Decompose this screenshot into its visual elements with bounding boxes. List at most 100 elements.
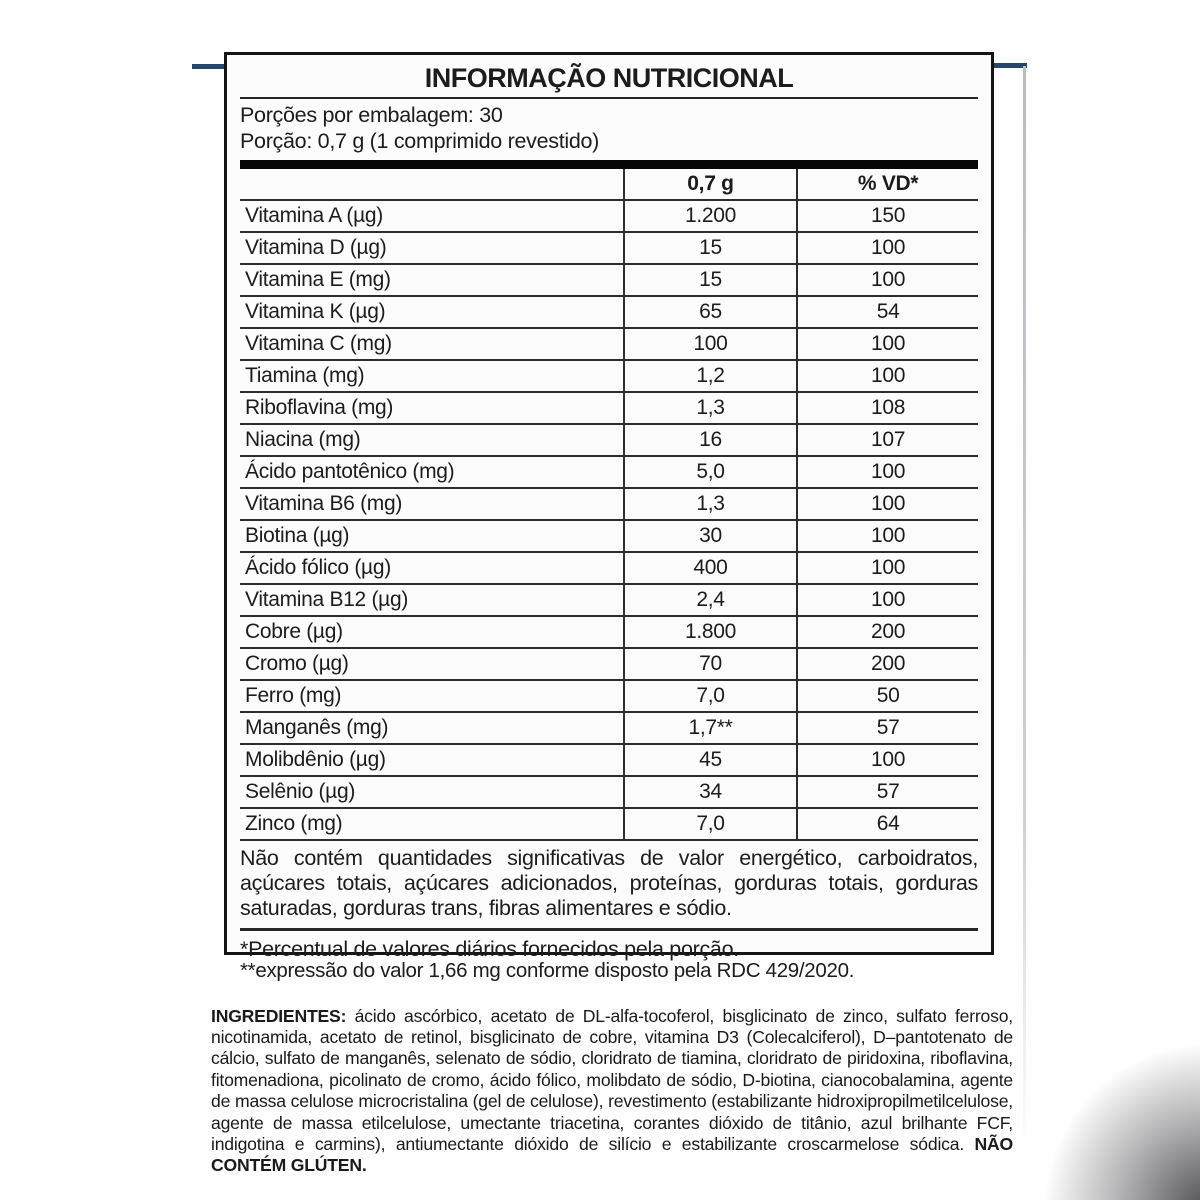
header-daily-value: % VD* — [796, 169, 978, 200]
nutrient-amount: 70 — [622, 647, 798, 680]
nutrition-facts-panel: INFORMAÇÃO NUTRICIONAL Porções por embal… — [224, 52, 994, 961]
nutrient-daily-value: 100 — [796, 583, 978, 616]
nutrient-amount: 15 — [622, 263, 798, 296]
header-nutrient — [240, 169, 624, 200]
package-accent-line-left — [192, 64, 225, 69]
nutrient-daily-value: 100 — [796, 263, 978, 296]
table-row: Ácido fólico (µg) 400 100 — [240, 551, 978, 584]
table-row: Vitamina D (µg) 15 100 — [240, 231, 978, 264]
rdc-footnote: **expressão do valor 1,66 mg conforme di… — [240, 959, 855, 982]
table-row: Vitamina K (µg) 65 54 — [240, 295, 978, 328]
thick-divider-bar — [240, 160, 978, 169]
table-header-row: 0,7 g % VD* — [240, 169, 978, 200]
table-row: Molibdênio (µg) 45 100 — [240, 743, 978, 776]
portion-size: Porção: 0,7 g (1 comprimido revestido) — [240, 129, 600, 153]
nutrient-amount: 1.200 — [622, 199, 798, 232]
daily-value-note: *Percentual de valores diários fornecido… — [240, 928, 978, 961]
nutrient-daily-value: 100 — [796, 743, 978, 776]
nutrient-amount: 1.800 — [622, 615, 798, 648]
nutrient-name: Riboflavina (mg) — [240, 391, 624, 424]
nutrient-name: Vitamina A (µg) — [240, 199, 624, 232]
nutrient-daily-value: 100 — [796, 487, 978, 520]
nutrient-name: Manganês (mg) — [240, 711, 624, 744]
nutrient-name: Niacina (mg) — [240, 423, 624, 456]
nutrient-name: Vitamina D (µg) — [240, 231, 624, 264]
nutrient-daily-value: 100 — [796, 231, 978, 264]
nutrient-daily-value: 108 — [796, 391, 978, 424]
table-row: Ferro (mg) 7,0 50 — [240, 679, 978, 712]
nutrient-amount: 100 — [622, 327, 798, 360]
table-row: Niacina (mg) 16 107 — [240, 423, 978, 456]
nutrient-name: Ácido pantotênico (mg) — [240, 455, 624, 488]
nutrient-name: Ferro (mg) — [240, 679, 624, 712]
nutrient-daily-value: 100 — [796, 551, 978, 584]
nutrient-amount: 65 — [622, 295, 798, 328]
nutrient-daily-value: 100 — [796, 455, 978, 488]
table-row: Vitamina A (µg) 1.200 150 — [240, 199, 978, 232]
ingredients-label: INGREDIENTES: — [211, 1005, 347, 1026]
nutrient-name: Zinco (mg) — [240, 807, 624, 839]
table-row: Cobre (µg) 1.800 200 — [240, 615, 978, 648]
table-row: Manganês (mg) 1,7** 57 — [240, 711, 978, 744]
nutrient-daily-value: 54 — [796, 295, 978, 328]
table-row: Vitamina E (mg) 15 100 — [240, 263, 978, 296]
table-row: Selênio (µg) 34 57 — [240, 775, 978, 808]
nutrient-amount: 400 — [622, 551, 798, 584]
nutrient-daily-value: 200 — [796, 615, 978, 648]
nutrient-daily-value: 57 — [796, 711, 978, 744]
nutrient-amount: 16 — [622, 423, 798, 456]
nutrient-name: Vitamina B12 (µg) — [240, 583, 624, 616]
table-row: Ácido pantotênico (mg) 5,0 100 — [240, 455, 978, 488]
table-row: Vitamina C (mg) 100 100 — [240, 327, 978, 360]
nutrient-amount: 15 — [622, 231, 798, 264]
nutrient-name: Vitamina B6 (mg) — [240, 487, 624, 520]
nutrient-name: Tiamina (mg) — [240, 359, 624, 392]
nutrient-name: Cromo (µg) — [240, 647, 624, 680]
nutrient-name: Vitamina C (mg) — [240, 327, 624, 360]
nutrient-amount: 7,0 — [622, 807, 798, 839]
nutrient-amount: 1,7** — [622, 711, 798, 744]
nutrient-amount: 1,3 — [622, 487, 798, 520]
table-row: Cromo (µg) 70 200 — [240, 647, 978, 680]
nutrient-daily-value: 57 — [796, 775, 978, 808]
nutrient-daily-value: 50 — [796, 679, 978, 712]
nutrient-amount: 5,0 — [622, 455, 798, 488]
nutrient-daily-value: 107 — [796, 423, 978, 456]
panel-title: INFORMAÇÃO NUTRICIONAL — [424, 63, 794, 93]
nutrient-amount: 1,3 — [622, 391, 798, 424]
nutrient-daily-value: 64 — [796, 807, 978, 839]
table-row: Vitamina B12 (µg) 2,4 100 — [240, 583, 978, 616]
nutrient-name: Cobre (µg) — [240, 615, 624, 648]
no-significant-amounts-note: Não contém quantidades significativas de… — [240, 839, 978, 928]
nutrient-daily-value: 100 — [796, 519, 978, 552]
title-divider — [240, 97, 978, 99]
table-row: Riboflavina (mg) 1,3 108 — [240, 391, 978, 424]
table-row: Vitamina B6 (mg) 1,3 100 — [240, 487, 978, 520]
package-edge-line — [1023, 66, 1026, 1146]
nutrient-daily-value: 200 — [796, 647, 978, 680]
corner-shadow — [1030, 1030, 1200, 1200]
nutrient-name: Biotina (µg) — [240, 519, 624, 552]
ingredients-list: ácido ascórbico, acetato de DL-alfa-toco… — [211, 1005, 1013, 1155]
nutrient-name: Molibdênio (µg) — [240, 743, 624, 776]
nutrient-amount: 2,4 — [622, 583, 798, 616]
nutrient-daily-value: 100 — [796, 359, 978, 392]
nutrient-amount: 30 — [622, 519, 798, 552]
nutrient-daily-value: 100 — [796, 327, 978, 360]
nutrient-table-body: Vitamina A (µg) 1.200 150 Vitamina D (µg) 15… — [240, 199, 978, 839]
servings-per-package: Porções por embalagem: 30 — [240, 103, 503, 127]
package-accent-line-right — [993, 63, 1027, 68]
nutrient-name: Vitamina K (µg) — [240, 295, 624, 328]
nutrient-amount: 7,0 — [622, 679, 798, 712]
nutrient-table: 0,7 g % VD* Vitamina A (µg) 1.200 150 Vitam… — [240, 169, 978, 839]
nutrient-name: Ácido fólico (µg) — [240, 551, 624, 584]
nutrient-daily-value: 150 — [796, 199, 978, 232]
header-amount: 0,7 g — [622, 169, 798, 200]
nutrient-amount: 1,2 — [622, 359, 798, 392]
table-row: Tiamina (mg) 1,2 100 — [240, 359, 978, 392]
nutrient-amount: 45 — [622, 743, 798, 776]
table-row: Zinco (mg) 7,0 64 — [240, 807, 978, 839]
gluten-free-statement: NÃO CONTÉM GLÚTEN. — [211, 1134, 1013, 1176]
table-row: Biotina (µg) 30 100 — [240, 519, 978, 552]
nutrient-name: Vitamina E (mg) — [240, 263, 624, 296]
